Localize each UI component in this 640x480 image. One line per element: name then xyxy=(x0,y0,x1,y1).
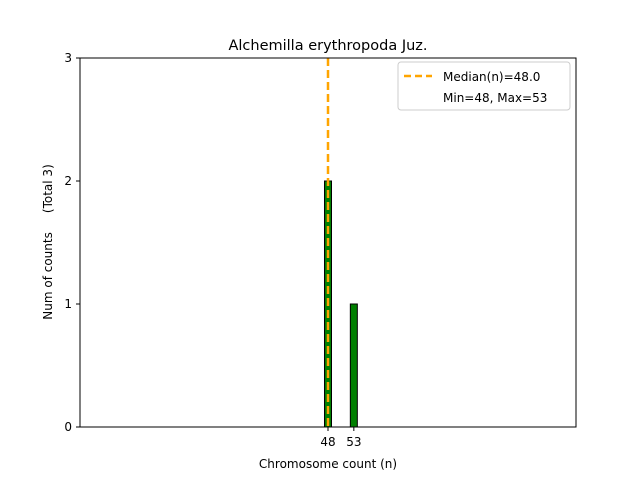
x-axis-label: Chromosome count (n) xyxy=(259,457,397,471)
y-axis: 0 1 2 3 xyxy=(64,51,80,434)
x-tick-label: 48 xyxy=(320,435,335,449)
x-tick-label: 53 xyxy=(346,435,361,449)
y-tick-label: 2 xyxy=(64,174,72,188)
y-tick-label: 1 xyxy=(64,297,72,311)
legend-entry-median: Median(n)=48.0 xyxy=(443,70,540,84)
x-axis: 48 53 xyxy=(320,427,361,449)
legend: Median(n)=48.0 Min=48, Max=53 xyxy=(397,61,571,111)
legend-box xyxy=(397,61,571,111)
y-tick-label: 3 xyxy=(64,51,72,65)
bar-53 xyxy=(349,303,358,428)
chart-title: Alchemilla erythropoda Juz. xyxy=(228,38,427,54)
y-axis-label: Num of counts (Total 3) xyxy=(41,164,55,319)
legend-entry-minmax: Min=48, Max=53 xyxy=(443,91,547,105)
y-tick-label: 0 xyxy=(64,420,72,434)
bars-layer xyxy=(324,180,372,428)
